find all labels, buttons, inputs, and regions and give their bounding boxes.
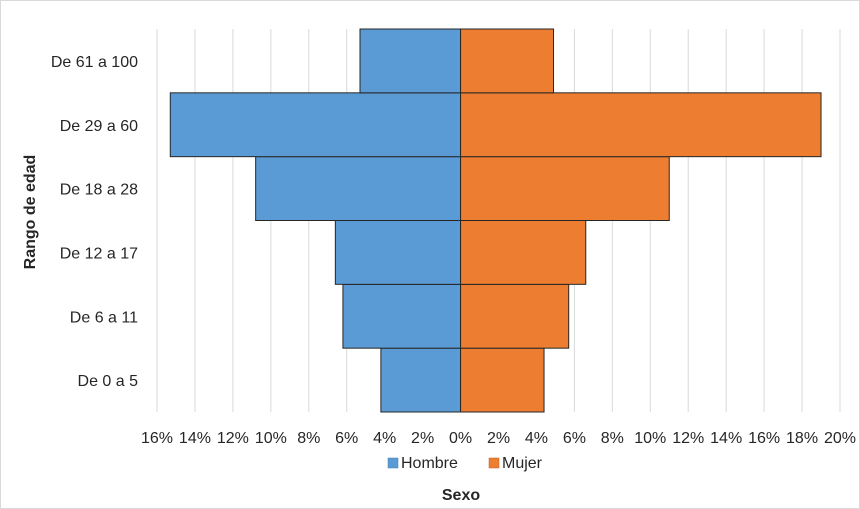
y-tick-label: De 61 a 100 bbox=[51, 54, 138, 71]
x-tick-label: 2% bbox=[487, 430, 510, 447]
bar-mujer-4 bbox=[460, 92, 822, 158]
x-tick-label: 16% bbox=[141, 430, 173, 447]
x-tick-label: 4% bbox=[525, 430, 548, 447]
legend-label-mujer: Mujer bbox=[502, 455, 543, 472]
x-tick-label: 4% bbox=[373, 430, 396, 447]
y-tick-label: De 0 a 5 bbox=[78, 373, 139, 390]
bars bbox=[169, 28, 822, 413]
x-tick-label: 6% bbox=[563, 430, 586, 447]
x-tick-label: 18% bbox=[786, 430, 818, 447]
x-tick-label: 14% bbox=[710, 430, 742, 447]
bar-hombre-2 bbox=[334, 220, 462, 285]
x-tick-label: 10% bbox=[255, 430, 287, 447]
x-tick-label: 10% bbox=[634, 430, 666, 447]
y-tick-labels: De 0 a 5 De 6 a 11 De 12 a 17 De 18 a 28 De … bbox=[51, 54, 138, 390]
x-tick-label: 20% bbox=[824, 430, 856, 447]
bar-hombre-0 bbox=[380, 347, 462, 413]
x-tick-label: 6% bbox=[335, 430, 358, 447]
legend-swatch-mujer bbox=[488, 457, 500, 469]
legend-swatch-hombre bbox=[387, 457, 399, 469]
x-tick-label: 12% bbox=[217, 430, 249, 447]
bar-mujer-0 bbox=[460, 347, 545, 413]
bar-mujer-2 bbox=[460, 220, 587, 285]
y-tick-label: De 29 a 60 bbox=[60, 118, 138, 135]
bar-mujer-1 bbox=[460, 283, 570, 349]
x-tick-label: 8% bbox=[297, 430, 320, 447]
y-tick-label: De 12 a 17 bbox=[60, 245, 138, 262]
legend-label-hombre: Hombre bbox=[401, 455, 458, 472]
bar-mujer-3 bbox=[460, 156, 670, 222]
legend: Hombre Mujer bbox=[387, 455, 543, 472]
y-tick-label: De 18 a 28 bbox=[60, 182, 138, 199]
bar-mujer-5 bbox=[460, 28, 555, 94]
x-axis-title: Sexo bbox=[442, 487, 480, 504]
bar-hombre-5 bbox=[359, 28, 462, 94]
x-tick-label: 16% bbox=[748, 430, 780, 447]
x-tick-label: 0% bbox=[449, 430, 472, 447]
x-tick-label: 14% bbox=[179, 430, 211, 447]
bar-hombre-3 bbox=[255, 156, 462, 222]
y-tick-label: De 6 a 11 bbox=[70, 309, 138, 326]
x-tick-label: 8% bbox=[601, 430, 624, 447]
x-tick-labels: 16% 14% 12% 10% 8% 6% 4% 2% 0% 2% 4% 6% 8% 10% 12% 14% 1… bbox=[141, 430, 856, 447]
bar-hombre-1 bbox=[342, 283, 462, 349]
y-axis-title: Rango de edad bbox=[22, 155, 39, 270]
x-tick-label: 12% bbox=[672, 430, 704, 447]
bar-hombre-4 bbox=[169, 92, 462, 158]
x-tick-label: 2% bbox=[411, 430, 434, 447]
